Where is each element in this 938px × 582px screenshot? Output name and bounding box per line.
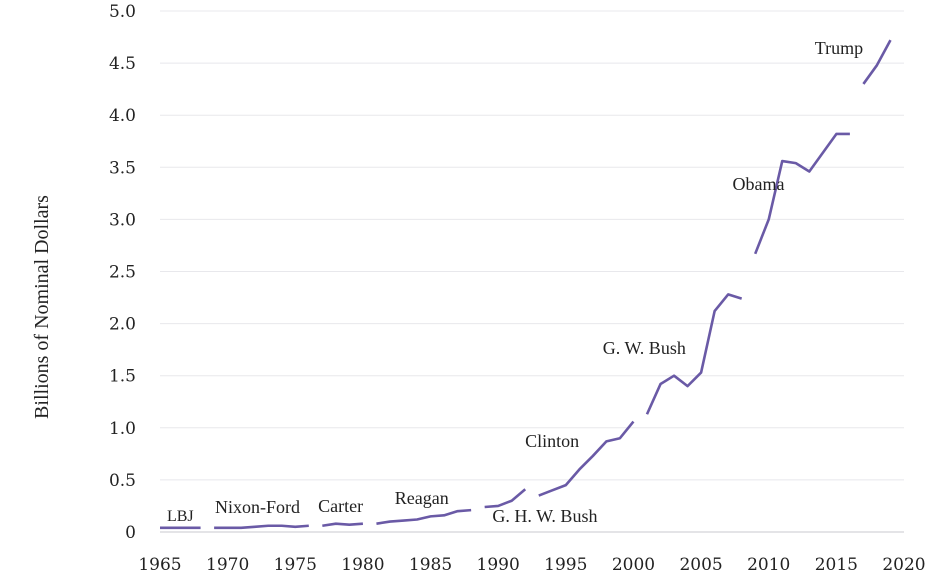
- y-tick-label: 3.5: [109, 158, 136, 178]
- y-axis-title: Billions of Nominal Dollars: [31, 195, 53, 419]
- series-segment: [485, 489, 526, 507]
- segment-label: LBJ: [167, 508, 194, 525]
- y-tick-label: 0: [125, 523, 136, 543]
- x-tick-label: 1995: [544, 555, 587, 575]
- y-tick-label: 0.5: [109, 471, 136, 491]
- y-tick-label: 5.0: [109, 2, 136, 22]
- segment-label: Obama: [733, 174, 785, 194]
- x-tick-label: 1980: [341, 555, 384, 575]
- y-axis-ticks: 0 0.5 1.0 1.5 2.0 2.5 3.0 3.5 4.0 4.5 5.0: [109, 2, 136, 543]
- segment-label: Trump: [815, 38, 863, 58]
- segment-label: Nixon-Ford: [215, 497, 300, 517]
- x-tick-label: 1975: [274, 555, 317, 575]
- series-segment: [322, 524, 363, 526]
- segment-label: Carter: [318, 496, 363, 516]
- y-tick-label: 3.0: [109, 210, 136, 230]
- y-tick-label: 2.5: [109, 263, 136, 283]
- series-segment: [214, 526, 309, 528]
- y-tick-label: 1.0: [109, 419, 136, 439]
- x-tick-label: 2000: [612, 555, 655, 575]
- segment-label: G. W. Bush: [603, 338, 686, 358]
- x-axis-ticks: 1965 1970 1975 1980 1985 1990 1995 2000 2005 2010…: [138, 555, 925, 575]
- series-segments: [160, 40, 890, 528]
- x-tick-label: 2010: [747, 555, 790, 575]
- x-tick-label: 1965: [138, 555, 181, 575]
- x-tick-label: 2005: [679, 555, 722, 575]
- x-tick-label: 1970: [206, 555, 249, 575]
- series-segment: [376, 510, 471, 524]
- y-tick-label: 4.5: [109, 54, 136, 74]
- annotations: LBJ Nixon-Ford Carter Reagan G. H. W. Bush Cl…: [167, 38, 863, 526]
- x-tick-label: 2015: [815, 555, 858, 575]
- gridlines: [160, 11, 904, 532]
- y-tick-label: 4.0: [109, 106, 136, 126]
- segment-label: Clinton: [525, 431, 579, 451]
- y-tick-label: 1.5: [109, 367, 136, 387]
- x-tick-label: 2020: [882, 555, 925, 575]
- x-tick-label: 1985: [409, 555, 452, 575]
- segment-label: Reagan: [395, 488, 449, 508]
- y-tick-label: 2.0: [109, 315, 136, 335]
- series-segment: [863, 40, 890, 84]
- segment-label: G. H. W. Bush: [492, 506, 597, 526]
- x-tick-label: 1990: [477, 555, 520, 575]
